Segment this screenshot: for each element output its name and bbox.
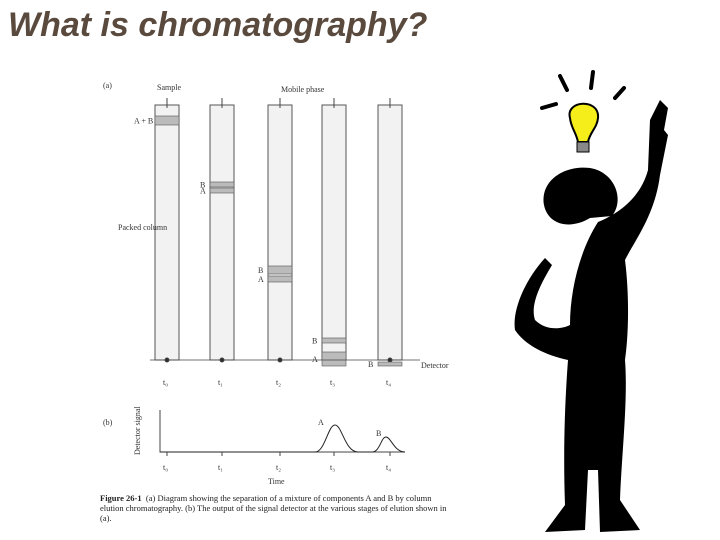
caption: Figure 26-1 (a) Diagram showing the sepa…	[100, 493, 455, 523]
column	[321, 104, 347, 361]
time-label: t₀	[163, 378, 168, 387]
time-label: t₃	[330, 463, 335, 472]
panel-label: (b)	[103, 418, 113, 427]
band-label: A	[258, 275, 264, 284]
band-label: A + B	[134, 117, 153, 126]
band-label: B	[200, 181, 205, 190]
axis	[159, 410, 405, 453]
column	[267, 104, 293, 361]
band-label: B	[368, 360, 373, 369]
band	[209, 187, 235, 194]
caption-label: Figure 26-1	[100, 493, 142, 503]
time-label: t₀	[163, 463, 168, 472]
panel-label: (a)	[103, 81, 112, 90]
signal-trace	[160, 424, 406, 453]
time-label: t₁	[218, 378, 223, 387]
column	[154, 104, 180, 361]
caption-text: (a) Diagram showing the separation of a …	[100, 493, 447, 523]
band-label: A	[312, 355, 318, 364]
chromatography-diagram	[150, 98, 420, 453]
time-label: t₁	[218, 463, 223, 472]
band	[377, 361, 403, 367]
packed-column-label: Packed column	[118, 223, 167, 232]
time-label: t₄	[386, 463, 391, 472]
band	[267, 275, 293, 283]
thinking-figure	[514, 70, 668, 532]
y-axis-label: Detector signal	[133, 406, 142, 455]
band-label: B	[312, 337, 317, 346]
peak-label: B	[376, 429, 381, 438]
band	[209, 181, 235, 188]
peak-label: A	[318, 418, 324, 427]
x-axis-label: Time	[268, 477, 285, 486]
band	[267, 265, 293, 275]
slide-title: What is chromatography?	[8, 6, 428, 44]
sample-label: Sample	[157, 83, 181, 92]
band	[321, 337, 347, 344]
band-label: A	[200, 187, 206, 196]
band	[321, 351, 347, 367]
time-label: t₂	[276, 463, 281, 472]
mobile-phase-label: Mobile phase	[281, 85, 325, 94]
time-label: t₄	[386, 378, 391, 387]
column	[209, 104, 235, 361]
band-label: B	[258, 266, 263, 275]
detector-label: Detector	[421, 361, 449, 370]
time-label: t₂	[276, 378, 281, 387]
time-label: t₃	[330, 378, 335, 387]
band	[154, 115, 180, 126]
column	[377, 104, 403, 361]
